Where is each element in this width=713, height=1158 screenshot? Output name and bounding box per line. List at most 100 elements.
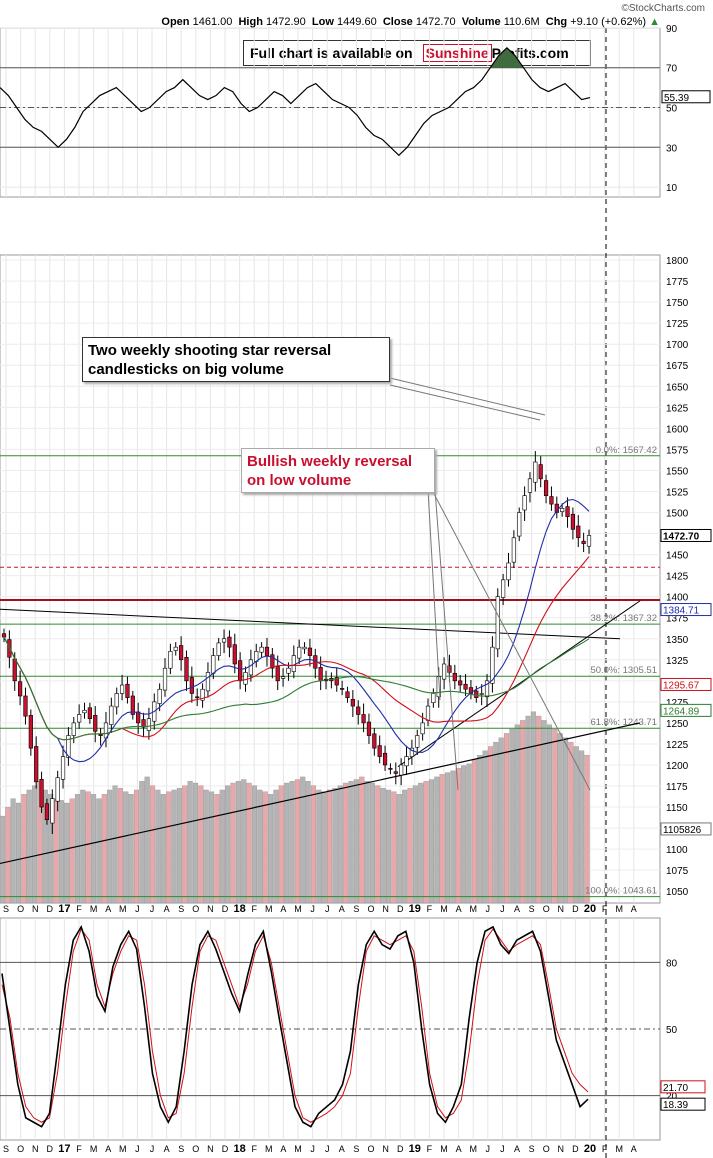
ohlc-header: Open 1461.00 High 1472.90 Low 1449.60 Cl… xyxy=(0,16,660,28)
x-tick-label: M xyxy=(294,1144,302,1154)
x-tick-label: M xyxy=(469,1144,477,1154)
candle-body xyxy=(420,722,425,735)
volume-bar xyxy=(466,763,472,904)
volume-value: 110.6M xyxy=(503,16,540,28)
candle-body xyxy=(248,659,253,676)
candle-body xyxy=(157,688,162,704)
volume-bar xyxy=(461,765,467,904)
chg-value: +9.10 (+0.62%) xyxy=(570,16,647,28)
volume-bar xyxy=(32,785,38,904)
volume-bar xyxy=(85,791,91,904)
candle-body xyxy=(415,735,420,748)
fib-label: 61.8%: 1243.71 xyxy=(590,717,657,728)
x-tick-label: 20 xyxy=(584,1143,596,1155)
candle-body xyxy=(425,705,431,721)
volume-bar xyxy=(209,791,215,904)
value-badge xyxy=(660,1080,706,1094)
x-tick-label: D xyxy=(572,1144,579,1154)
volume-bar xyxy=(407,788,413,904)
x-tick-label: A xyxy=(339,1144,345,1154)
candle-body xyxy=(195,696,200,699)
candle-body xyxy=(136,711,141,724)
x-tick-label: S xyxy=(3,1144,9,1154)
candle-body xyxy=(200,688,205,701)
candle-body xyxy=(82,709,87,714)
x-tick-label: 17 xyxy=(58,1143,70,1155)
open-value: 1461.00 xyxy=(192,16,233,28)
y-tick-label: 1150 xyxy=(666,803,688,814)
x-tick-label: N xyxy=(558,904,565,914)
candle-body xyxy=(221,638,227,643)
candle-body xyxy=(12,658,17,682)
candle-body xyxy=(404,756,409,767)
x-tick-label: S xyxy=(178,1144,184,1154)
low-value: 1449.60 xyxy=(336,16,377,28)
callout-line: on low volume xyxy=(247,472,352,489)
volume-bar xyxy=(332,788,338,904)
x-tick-label: M xyxy=(119,904,127,914)
volume-bar xyxy=(289,781,295,904)
volume-bar xyxy=(391,791,397,904)
candle-body xyxy=(93,715,98,732)
candle-body xyxy=(474,690,479,698)
x-tick-label: 19 xyxy=(409,1143,421,1155)
x-tick-label: D xyxy=(397,904,404,914)
candle-body xyxy=(216,642,221,656)
candle-body xyxy=(275,666,280,682)
x-tick-label: J xyxy=(150,1144,155,1154)
fib-label: 100.0%: 1043.61 xyxy=(585,886,657,897)
candle-body xyxy=(538,464,543,480)
candle-body xyxy=(399,764,404,776)
candle-body xyxy=(522,495,527,511)
candle-body xyxy=(527,478,533,493)
candle-body xyxy=(479,693,484,695)
volume-bar xyxy=(251,785,258,904)
y-tick-label: 1725 xyxy=(666,319,689,330)
y-tick-label: 90 xyxy=(666,24,678,35)
close-label: Close xyxy=(382,16,413,28)
volume-bar xyxy=(273,789,279,904)
y-tick-label: 50 xyxy=(666,104,678,115)
volume-bar xyxy=(471,759,477,904)
candle-body xyxy=(87,707,92,719)
volume-bar xyxy=(450,770,456,904)
x-tick-label: M xyxy=(294,904,302,914)
x-tick-label: O xyxy=(192,904,199,914)
candle-body xyxy=(71,722,76,736)
volume-bar xyxy=(353,779,359,904)
candle-body xyxy=(431,693,436,704)
value-badge-label: 1472.70 xyxy=(663,531,700,542)
candle-body xyxy=(350,699,355,707)
value-badge xyxy=(660,703,712,717)
x-tick-label: J xyxy=(150,904,155,914)
candle-body xyxy=(458,680,463,686)
x-tick-label: D xyxy=(572,904,579,914)
close-value: 1472.70 xyxy=(415,16,456,28)
volume-bar xyxy=(321,791,327,904)
candle-body xyxy=(227,636,232,648)
x-tick-label: M xyxy=(615,904,623,914)
volume-bar xyxy=(434,776,440,904)
x-tick-label: A xyxy=(280,904,286,914)
x-tick-label: J xyxy=(500,1144,505,1154)
candle-body xyxy=(372,733,377,749)
x-tick-label: O xyxy=(17,904,24,914)
candle-body xyxy=(34,746,39,783)
rsi-value-label: 55.39 xyxy=(664,93,689,104)
callout-pointer xyxy=(434,489,459,791)
candle-body xyxy=(511,537,516,563)
volume-bar xyxy=(284,782,290,904)
candle-body xyxy=(307,647,313,656)
volume-bar xyxy=(0,815,5,904)
x-tick-label: M xyxy=(265,904,273,914)
x-tick-label: D xyxy=(222,1144,229,1154)
candle-body xyxy=(361,714,366,724)
x-tick-label: M xyxy=(440,904,448,914)
value-badge xyxy=(660,1097,706,1111)
x-tick-label: M xyxy=(90,1144,98,1154)
volume-bar xyxy=(402,789,408,904)
volume-bar xyxy=(219,789,225,904)
volume-bar xyxy=(364,781,370,904)
candle-body xyxy=(393,771,398,774)
callout-line: Bullish weekly reversal xyxy=(247,453,413,470)
